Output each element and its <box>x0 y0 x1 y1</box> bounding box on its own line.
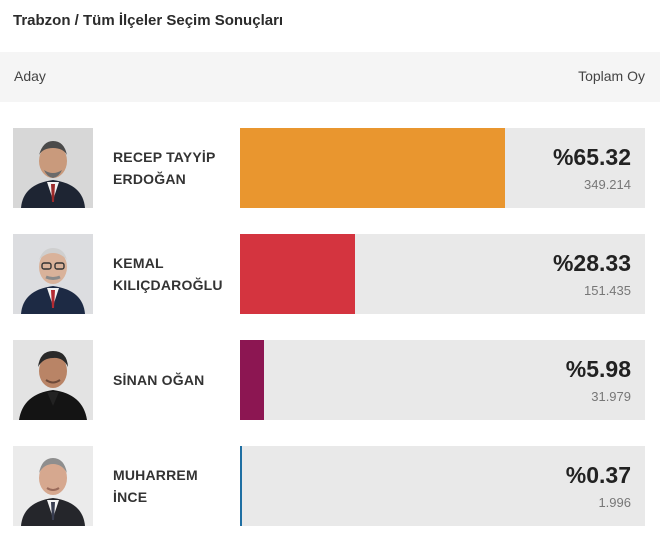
candidate-row[interactable]: KEMAL KILIÇDAROĞLU %28.33 151.435 <box>0 234 660 314</box>
candidate-name-line1: RECEP TAYYİP <box>113 149 216 165</box>
vote-count: 151.435 <box>584 283 631 298</box>
vote-count: 349.214 <box>584 177 631 192</box>
column-header-total-votes: Toplam Oy <box>578 68 645 84</box>
vote-share-fill <box>240 446 242 526</box>
candidate-photo <box>13 446 93 526</box>
candidate-name-line2: İNCE <box>113 489 148 505</box>
candidate-row[interactable]: SİNAN OĞAN %5.98 31.979 <box>0 340 660 420</box>
vote-count: 1.996 <box>598 495 631 510</box>
vote-share-fill <box>240 128 505 208</box>
vote-percent: %5.98 <box>565 356 631 382</box>
candidate-name: SİNAN OĞAN <box>113 340 228 420</box>
candidate-name: RECEP TAYYİP ERDOĞAN <box>113 128 228 208</box>
vote-share-bar <box>240 128 645 208</box>
vote-count: 31.979 <box>591 389 631 404</box>
vote-share-fill <box>240 340 265 420</box>
candidate-name-line1: SİNAN OĞAN <box>113 372 205 388</box>
candidate-name-line1: MUHARREM <box>113 467 198 483</box>
candidate-name: MUHARREM İNCE <box>113 446 228 526</box>
candidate-name-line2: ERDOĞAN <box>113 171 186 187</box>
column-header-candidate: Aday <box>14 68 46 84</box>
vote-percent: %28.33 <box>552 250 631 276</box>
page-title: Trabzon / Tüm İlçeler Seçim Sonuçları <box>13 12 284 29</box>
candidate-photo <box>13 128 93 208</box>
candidate-name-line1: KEMAL <box>113 255 164 271</box>
vote-percent: %65.32 <box>552 144 631 170</box>
vote-share-bar <box>240 446 645 526</box>
candidate-photo <box>13 340 93 420</box>
candidate-row[interactable]: MUHARREM İNCE %0.37 1.996 <box>0 446 660 526</box>
candidate-photo <box>13 234 93 314</box>
vote-share-fill <box>240 234 355 314</box>
vote-percent: %0.37 <box>565 462 631 488</box>
candidate-row[interactable]: RECEP TAYYİP ERDOĞAN %65.32 349.214 <box>0 128 660 208</box>
vote-share-bar <box>240 234 645 314</box>
table-header: Aday Toplam Oy <box>0 52 660 102</box>
candidate-name-line2: KILIÇDAROĞLU <box>113 277 223 293</box>
candidate-name: KEMAL KILIÇDAROĞLU <box>113 234 228 314</box>
vote-share-bar <box>240 340 645 420</box>
